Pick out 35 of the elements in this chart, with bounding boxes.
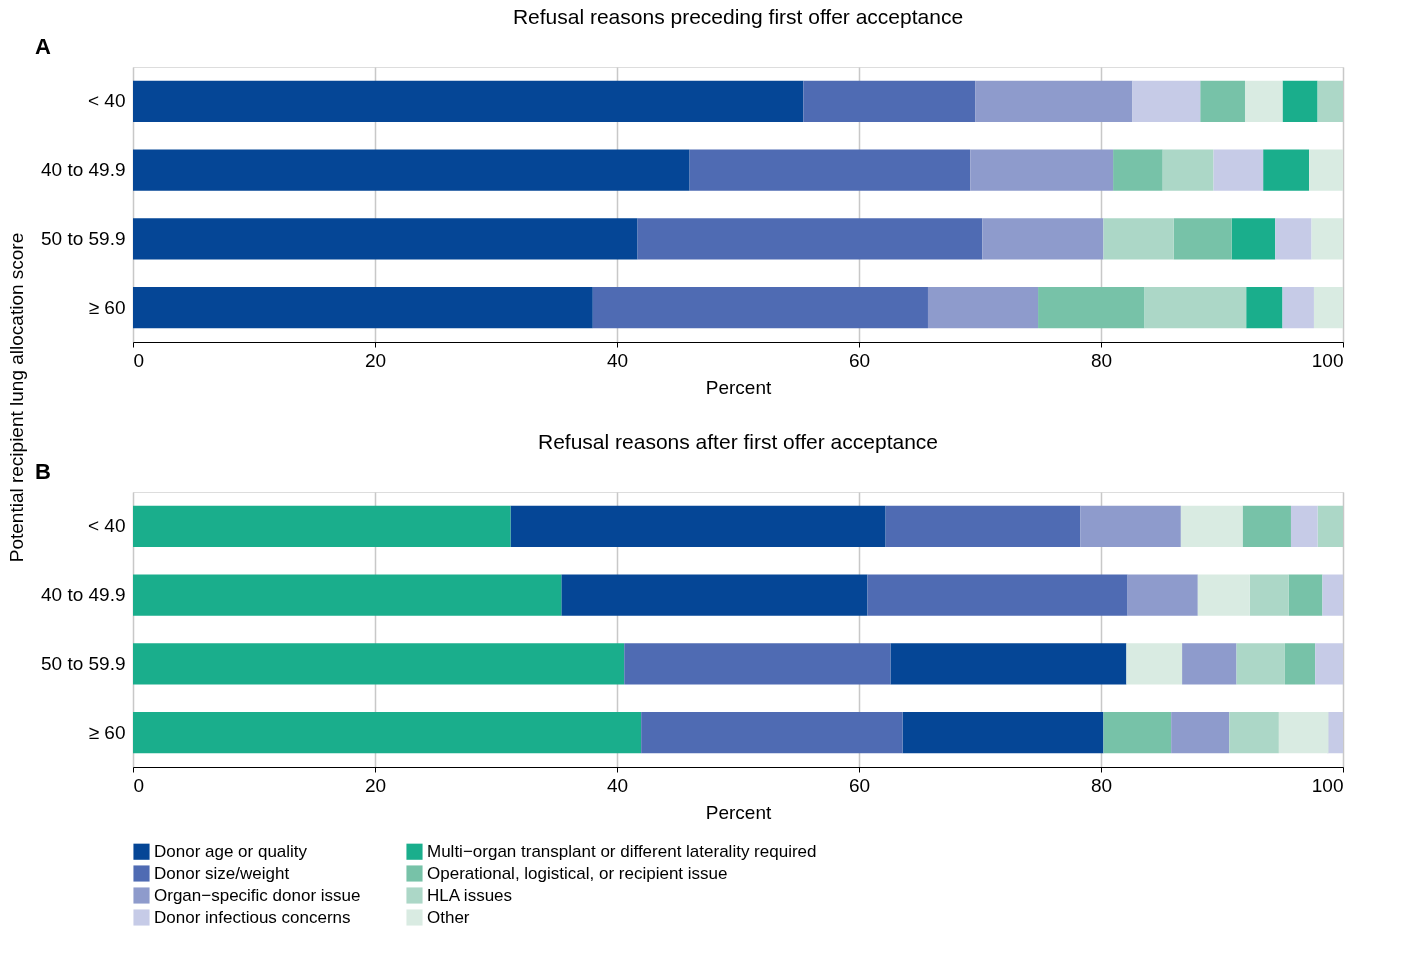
y-tick-label: 50 to 59.9 <box>40 227 126 249</box>
text: A <box>35 34 51 59</box>
x-tick-label: 60 <box>848 774 871 796</box>
legend-label: Operational, logistical, or recipient issue <box>427 863 728 883</box>
chart-title: Refusal reasons after first offer acceptance <box>538 430 938 453</box>
legend-label: Donor infectious concerns <box>154 907 351 927</box>
legend-label: Donor size/weight <box>154 863 290 883</box>
legend-label: HLA issues <box>427 885 513 905</box>
y-tick-label: < 40 <box>87 90 126 112</box>
x-tick-label: 80 <box>1090 774 1113 796</box>
x-tick-label: 80 <box>1090 349 1113 371</box>
x-axis-title: Percent <box>705 376 772 398</box>
chart-title: Refusal reasons preceding first offer acceptance <box>512 5 964 28</box>
text: B <box>35 459 51 484</box>
legend-label: Organ−specific donor issue <box>154 885 361 905</box>
y-tick-label: < 40 <box>87 515 126 537</box>
y-tick-label: ≥ 60 <box>88 296 126 318</box>
legend-label: Multi−organ transplant or different laterality required <box>427 841 817 861</box>
x-tick-label: 0 <box>133 774 145 796</box>
x-tick-label: 60 <box>848 349 871 371</box>
y-tick-label: ≥ 60 <box>88 721 126 743</box>
x-tick-label: 20 <box>364 774 387 796</box>
x-axis-title: Percent <box>705 801 772 823</box>
x-tick-label: 20 <box>364 349 387 371</box>
y-axis-title: Potential recipient lung allocation score <box>5 232 27 563</box>
y-tick-label: 40 to 49.9 <box>40 584 126 606</box>
x-tick-label: 40 <box>606 349 629 371</box>
legend-label: Donor age or quality <box>154 841 308 861</box>
legend-label: Other <box>427 907 470 927</box>
x-tick-label: 40 <box>606 774 629 796</box>
x-tick-label: 0 <box>133 349 145 371</box>
y-tick-label: 40 to 49.9 <box>40 159 126 181</box>
x-tick-label: 100 <box>1311 774 1344 796</box>
x-tick-label: 100 <box>1311 349 1344 371</box>
y-tick-label: 50 to 59.9 <box>40 652 126 674</box>
